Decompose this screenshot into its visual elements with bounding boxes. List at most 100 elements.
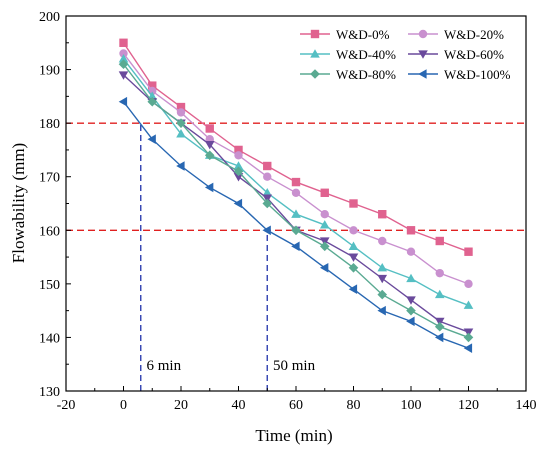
data-point xyxy=(377,289,388,300)
y-tick-label: 140 xyxy=(39,331,60,346)
data-point xyxy=(204,182,214,193)
x-tick-label: 100 xyxy=(401,398,422,413)
data-point xyxy=(176,118,186,128)
data-point xyxy=(118,96,128,107)
data-point xyxy=(348,262,359,273)
series-line xyxy=(123,74,469,333)
data-point xyxy=(463,332,474,343)
y-tick-label: 150 xyxy=(39,278,60,293)
x-tick-label: 80 xyxy=(347,398,361,413)
y-tick-label: 170 xyxy=(39,171,60,186)
data-point xyxy=(464,279,473,289)
reference-lines xyxy=(66,122,526,391)
data-point xyxy=(291,177,301,187)
data-point xyxy=(263,172,272,181)
data-point xyxy=(406,226,416,235)
y-axis-title: Flowability (mm) xyxy=(9,143,28,263)
data-point xyxy=(119,38,128,47)
data-point xyxy=(204,140,215,150)
x-tick-label: 0 xyxy=(120,398,127,413)
axes: -20 0 20 40 60 80 100 120 140 130 140 150 160 170 180 1… xyxy=(39,10,537,413)
data-point xyxy=(319,220,330,229)
data-point xyxy=(349,199,358,208)
legend-marker xyxy=(310,69,320,79)
data-point xyxy=(262,198,273,209)
data-point xyxy=(406,273,416,283)
data-point xyxy=(319,241,330,252)
data-point xyxy=(233,161,244,170)
data-point xyxy=(377,262,388,272)
series-line xyxy=(122,101,469,349)
data-point xyxy=(378,210,387,219)
data-point xyxy=(406,305,416,316)
data-point xyxy=(234,145,243,155)
series-1 xyxy=(119,38,473,256)
x-tick-label: 40 xyxy=(232,398,246,413)
data-point xyxy=(319,262,329,273)
legend-item: W&D-60% xyxy=(408,47,504,62)
data-point xyxy=(176,102,186,112)
legend-label: W&D-60% xyxy=(444,47,504,62)
data-point xyxy=(434,332,444,343)
data-point xyxy=(147,96,158,107)
data-point xyxy=(262,225,271,236)
data-point xyxy=(320,188,329,197)
legend-marker xyxy=(310,29,320,39)
data-point xyxy=(118,59,129,70)
data-point xyxy=(291,225,301,236)
x-axis-title: Time (min) xyxy=(255,426,332,445)
legend-item: W&D-80% xyxy=(300,67,396,82)
legend-marker xyxy=(310,49,320,58)
data-point xyxy=(204,150,215,161)
annotation-label: 6 min xyxy=(147,358,182,374)
data-point xyxy=(406,247,416,256)
data-point xyxy=(118,54,129,63)
data-point xyxy=(291,241,300,252)
data-point xyxy=(348,284,358,295)
legend-label: W&D-80% xyxy=(336,67,396,82)
y-tick-label: 160 xyxy=(39,224,60,239)
data-point xyxy=(377,305,386,316)
data-point xyxy=(233,173,244,182)
x-tick-label: 120 xyxy=(458,398,479,413)
legend-item: W&D-100% xyxy=(408,67,511,82)
y-tick-label: 130 xyxy=(39,385,60,400)
data-point xyxy=(464,247,473,256)
y-tick-label: 180 xyxy=(39,117,60,132)
data-point xyxy=(348,241,359,250)
data-point xyxy=(205,124,214,133)
data-point xyxy=(435,236,444,246)
data-point xyxy=(291,188,301,197)
data-point xyxy=(118,71,129,80)
data-point xyxy=(291,209,301,218)
data-point xyxy=(148,81,157,90)
annotation-label: 50 min xyxy=(273,358,316,374)
data-point xyxy=(262,187,273,197)
legend-marker xyxy=(418,69,427,79)
data-point xyxy=(263,161,272,171)
series-6 xyxy=(118,96,473,353)
legend-item: W&D-0% xyxy=(300,27,390,42)
data-point xyxy=(406,316,415,327)
data-point xyxy=(119,49,128,58)
x-tick-label: 20 xyxy=(174,398,188,413)
series-5 xyxy=(118,59,474,343)
data-point xyxy=(434,321,445,332)
y-tick-label: 190 xyxy=(39,64,60,79)
x-tick-label: -20 xyxy=(57,398,76,413)
data-point xyxy=(377,274,388,284)
series-4 xyxy=(118,71,474,337)
data-point xyxy=(434,289,445,299)
legend: W&D-0% W&D-20% W&D-40% W&D-60% W&D-80% W&D-10… xyxy=(300,27,511,82)
data-point xyxy=(463,343,473,353)
legend-item: W&D-40% xyxy=(300,47,396,62)
legend-item: W&D-20% xyxy=(408,27,504,42)
x-tick-label: 60 xyxy=(289,398,303,413)
y-tick-label: 200 xyxy=(39,10,60,25)
data-point xyxy=(234,151,243,160)
legend-marker xyxy=(418,29,428,39)
data-point xyxy=(147,134,156,145)
series-line xyxy=(122,53,469,285)
legend-label: W&D-0% xyxy=(336,27,390,42)
